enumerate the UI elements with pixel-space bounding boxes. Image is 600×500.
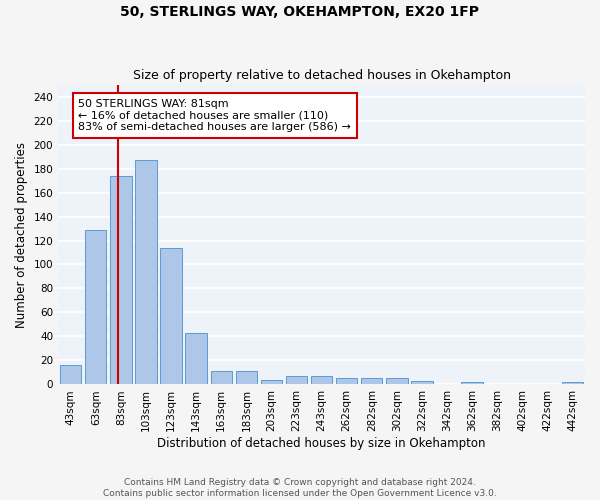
Y-axis label: Number of detached properties: Number of detached properties xyxy=(15,142,28,328)
Text: 50 STERLINGS WAY: 81sqm
← 16% of detached houses are smaller (110)
83% of semi-d: 50 STERLINGS WAY: 81sqm ← 16% of detache… xyxy=(78,99,351,132)
Bar xyxy=(185,333,207,384)
Bar xyxy=(236,372,257,384)
Bar xyxy=(261,380,282,384)
Text: 50, STERLINGS WAY, OKEHAMPTON, EX20 1FP: 50, STERLINGS WAY, OKEHAMPTON, EX20 1FP xyxy=(121,5,479,19)
Bar xyxy=(211,372,232,384)
Bar xyxy=(336,378,358,384)
Bar xyxy=(136,160,157,384)
Title: Size of property relative to detached houses in Okehampton: Size of property relative to detached ho… xyxy=(133,69,511,82)
Bar xyxy=(85,230,106,384)
Bar xyxy=(361,378,382,384)
Bar xyxy=(60,366,82,384)
Bar xyxy=(110,176,131,384)
Bar xyxy=(411,381,433,384)
Bar xyxy=(160,248,182,384)
Bar xyxy=(461,382,483,384)
X-axis label: Distribution of detached houses by size in Okehampton: Distribution of detached houses by size … xyxy=(157,437,486,450)
Bar xyxy=(562,382,583,384)
Bar xyxy=(286,376,307,384)
Bar xyxy=(386,378,407,384)
Text: Contains HM Land Registry data © Crown copyright and database right 2024.
Contai: Contains HM Land Registry data © Crown c… xyxy=(103,478,497,498)
Bar xyxy=(311,376,332,384)
